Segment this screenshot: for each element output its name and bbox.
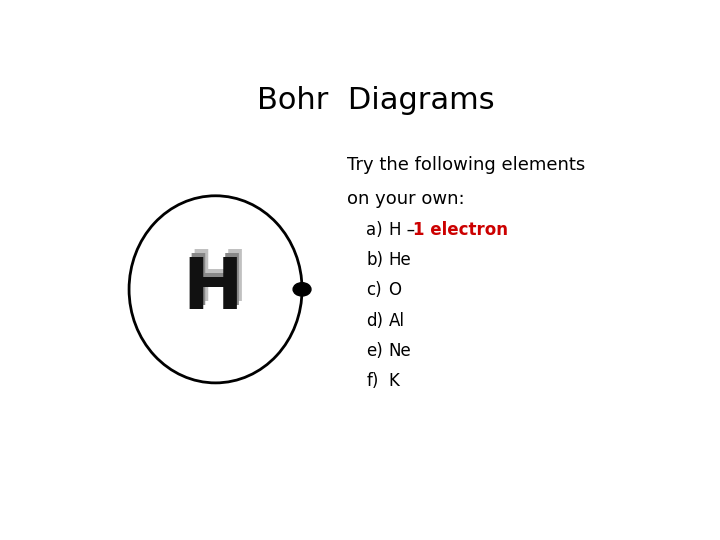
Text: H: H (185, 251, 246, 320)
Text: Ne: Ne (389, 342, 411, 360)
Text: Bohr  Diagrams: Bohr Diagrams (258, 85, 495, 114)
Text: Al: Al (389, 312, 405, 330)
Text: e): e) (366, 342, 383, 360)
Text: Try the following elements: Try the following elements (347, 156, 585, 174)
Text: H: H (182, 255, 243, 324)
Circle shape (293, 282, 311, 296)
Text: d): d) (366, 312, 383, 330)
Text: f): f) (366, 373, 379, 390)
Text: O: O (389, 281, 402, 300)
Text: c): c) (366, 281, 382, 300)
Text: H: H (187, 247, 248, 316)
Text: b): b) (366, 251, 383, 269)
Text: H –: H – (389, 221, 420, 239)
Text: 1 electron: 1 electron (413, 221, 508, 239)
Text: K: K (389, 373, 400, 390)
Text: a): a) (366, 221, 383, 239)
Text: He: He (389, 251, 411, 269)
Text: on your own:: on your own: (347, 190, 464, 207)
